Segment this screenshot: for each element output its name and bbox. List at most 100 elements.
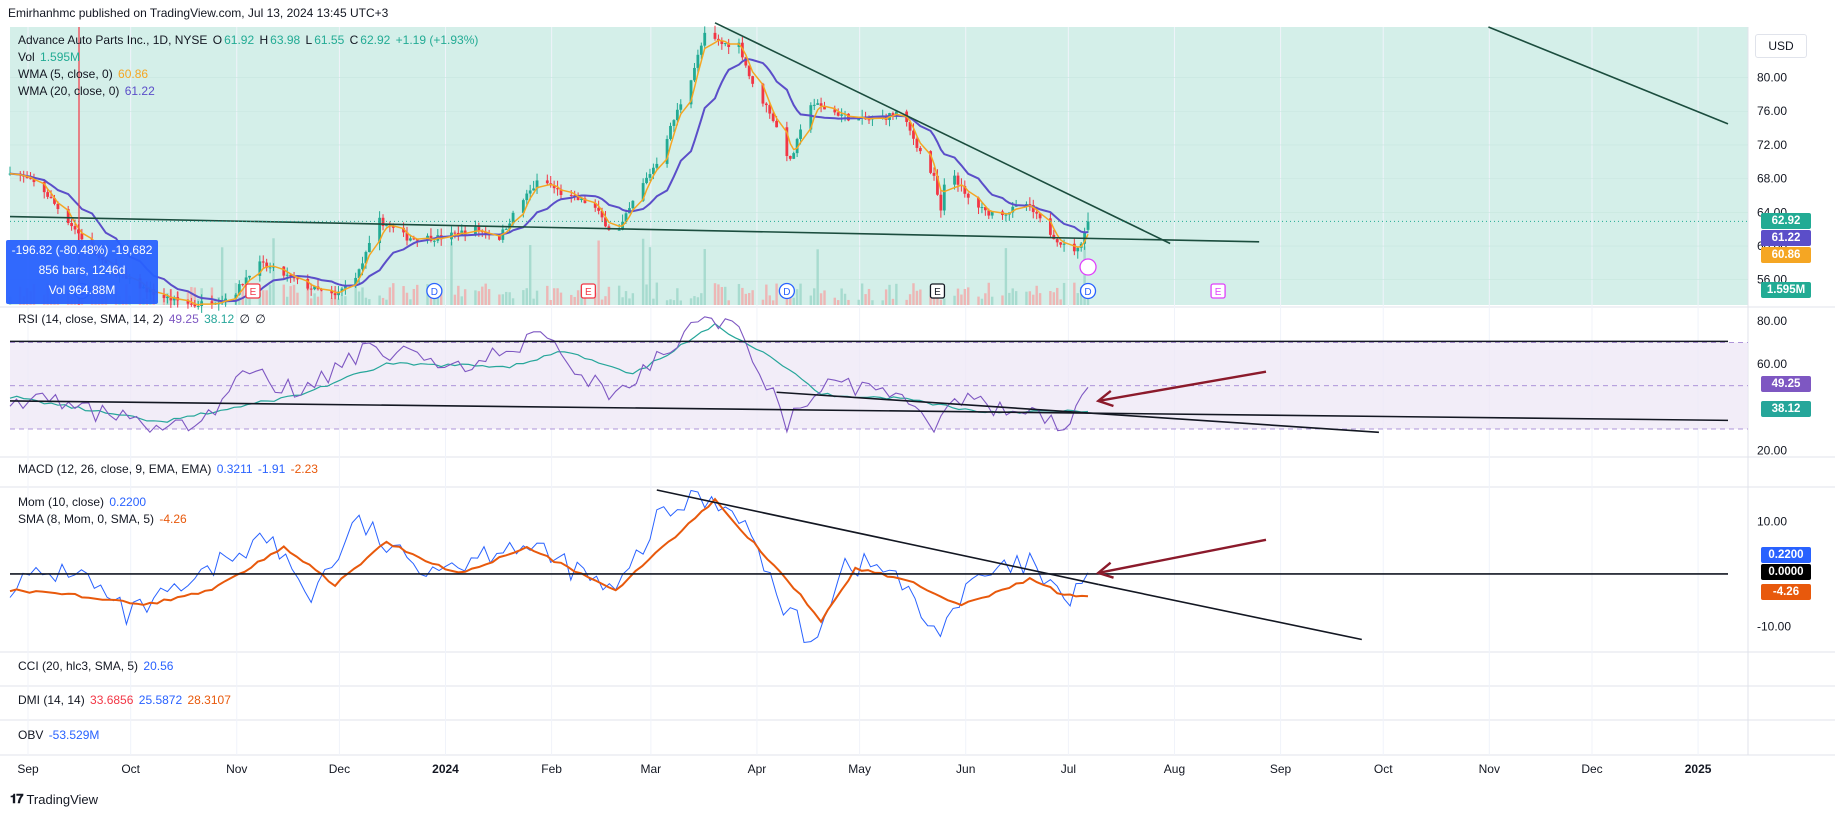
candle-body <box>891 113 895 116</box>
candle-body <box>689 80 693 105</box>
obv-label[interactable]: OBV <box>18 728 44 742</box>
volume-bar <box>340 295 344 305</box>
rsi-trendline <box>776 391 1379 434</box>
tradingview-logo-icon: 𝟏𝟕 <box>10 791 24 806</box>
candle-body <box>819 103 823 106</box>
candle-body <box>42 182 46 193</box>
volume-bar <box>737 284 741 305</box>
candle-body <box>29 178 32 180</box>
mom-badge: 0.2200 <box>1761 547 1811 563</box>
volume-bar <box>337 298 340 305</box>
candle-body <box>265 262 269 268</box>
candle-body <box>511 212 515 224</box>
cci-legend: CCI (20, hlc3, SMA, 5) 20.56 <box>18 658 175 675</box>
volume-bar <box>1011 288 1014 305</box>
volume-bar <box>405 292 409 305</box>
price-tick-label: 80.00 <box>1757 71 1787 85</box>
candle-body <box>556 188 559 190</box>
volume-bar <box>669 299 672 305</box>
volume-value: 1.595M <box>40 50 81 64</box>
volume-label[interactable]: Vol <box>18 50 35 64</box>
candle-body <box>248 275 251 278</box>
change-value: +1.19 (+1.93%) <box>395 33 479 47</box>
earnings-marker <box>245 283 261 299</box>
candle-body <box>364 252 368 264</box>
candle-body <box>285 274 289 276</box>
volume-bar <box>1049 291 1052 305</box>
dmi-value-2: 25.5872 <box>138 693 183 707</box>
candle-body <box>915 138 919 148</box>
candle-body <box>816 103 820 105</box>
cci-value: 20.56 <box>143 659 174 673</box>
macd-value: 0.3211 <box>216 462 253 476</box>
wma5-badge: 60.86 <box>1761 247 1811 263</box>
volume-bar <box>522 290 525 305</box>
volume-bar <box>840 288 843 305</box>
volume-bar <box>696 297 700 305</box>
wma20-label[interactable]: WMA (20, close, 0) <box>18 84 120 98</box>
rsi-pane[interactable] <box>9 316 1748 434</box>
candle-body <box>46 192 50 197</box>
footer-brand[interactable]: 𝟏𝟕 TradingView <box>10 791 98 807</box>
volume-bar <box>724 286 727 305</box>
dmi-label[interactable]: DMI (14, 14) <box>18 693 85 707</box>
volume-bar <box>816 249 819 305</box>
symbol-title[interactable]: Advance Auto Parts Inc., 1D, NYSE <box>18 33 208 47</box>
volume-bar <box>867 288 871 305</box>
candle-body <box>761 83 765 104</box>
wma20-value: 61.22 <box>124 84 155 98</box>
volume-bar <box>570 294 573 305</box>
close-price-badge: 62.92 <box>1761 213 1811 229</box>
volume-bar <box>1076 293 1079 305</box>
volume-bar <box>748 292 751 305</box>
volume-bar <box>453 294 457 305</box>
candle-body <box>569 194 573 196</box>
volume-bar <box>700 293 703 305</box>
volume-bar <box>655 282 659 305</box>
rsi-legend: RSI (14, close, SMA, 14, 2) 49.25 38.12 … <box>18 311 268 328</box>
volume-bar <box>477 291 481 305</box>
volume-bar <box>703 249 706 305</box>
candle-body <box>795 138 799 154</box>
volume-bar <box>286 296 289 305</box>
mom-label[interactable]: Mom (10, close) <box>18 495 105 509</box>
volume-bar <box>313 293 316 305</box>
candle-body <box>747 65 751 77</box>
volume-bar <box>956 288 960 305</box>
momentum-pane[interactable] <box>9 489 1728 644</box>
candle-body <box>361 263 364 270</box>
currency-button[interactable]: USD <box>1755 34 1807 58</box>
candle-body <box>847 113 850 121</box>
wma5-label[interactable]: WMA (5, close, 0) <box>18 67 113 81</box>
candle-body <box>504 228 508 230</box>
event-marker-label: D <box>1084 287 1091 298</box>
candle-body <box>528 190 532 194</box>
candle-body <box>525 193 529 201</box>
candle-body <box>867 119 871 121</box>
close-label: C <box>349 33 359 47</box>
cci-label[interactable]: CCI (20, hlc3, SMA, 5) <box>18 659 139 673</box>
volume-bar <box>857 299 860 305</box>
rsi-ma-line <box>9 322 1089 423</box>
candle-body <box>593 203 597 208</box>
macd-label[interactable]: MACD (12, 26, close, 9, EMA, EMA) <box>18 462 212 476</box>
volume-bar <box>552 288 556 305</box>
volume-bar <box>604 296 607 305</box>
candle-body <box>1035 212 1039 214</box>
volume-bar <box>498 294 501 305</box>
candle-body <box>631 200 635 209</box>
time-tick-label: Dec <box>1581 762 1602 776</box>
time-tick-label: May <box>848 762 871 776</box>
dmi-value-3: 28.3107 <box>187 693 231 707</box>
volume-bar <box>357 291 361 305</box>
mom-arrow <box>1098 538 1267 575</box>
mom-value: 0.2200 <box>109 495 147 509</box>
mom-sma-label[interactable]: SMA (8, Mom, 0, SMA, 5) <box>18 512 155 526</box>
candle-body <box>912 130 915 139</box>
volume-bar <box>1059 299 1062 305</box>
time-tick-label: 2025 <box>1685 762 1712 776</box>
candle-body <box>771 113 775 121</box>
candle-body <box>272 266 275 268</box>
rsi-label[interactable]: RSI (14, close, SMA, 14, 2) <box>18 312 164 326</box>
